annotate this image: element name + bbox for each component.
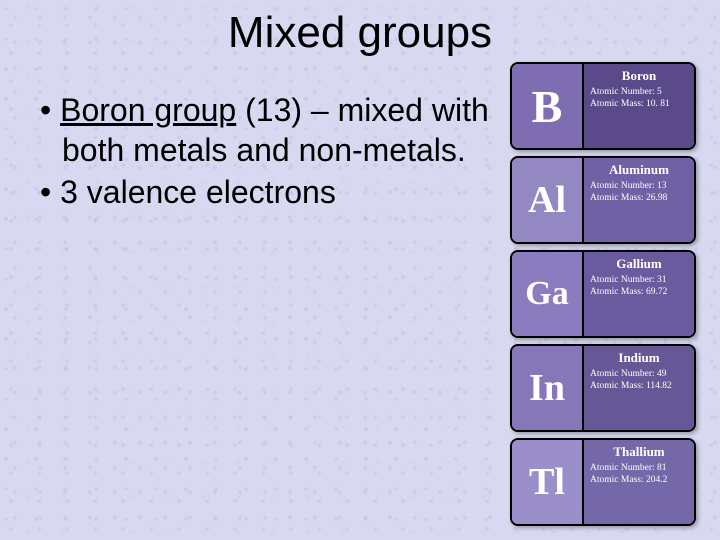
- slide-title: Mixed groups: [0, 0, 720, 58]
- atomic-number-line: Atomic Number: 31: [590, 274, 688, 286]
- element-card-ga: Ga Gallium Atomic Number: 31Atomic Mass: 6…: [510, 250, 696, 338]
- element-name: Indium: [590, 350, 688, 366]
- element-card-b: B Boron Atomic Number: 5Atomic Mass: 10. 8…: [510, 62, 696, 150]
- bullet-2-rest: 3 valence electrons: [60, 174, 336, 210]
- bullet-1: • Boron group (13) – mixed with both met…: [40, 90, 500, 170]
- element-info: Thallium Atomic Number: 81Atomic Mass: 20…: [584, 440, 694, 524]
- element-symbol: In: [512, 346, 584, 430]
- atomic-number-line: Atomic Number: 49: [590, 368, 688, 380]
- atomic-mass-line: Atomic Mass: 204.2: [590, 474, 688, 486]
- element-symbol: Al: [512, 158, 584, 242]
- element-symbol: Ga: [512, 252, 584, 336]
- element-card-al: Al Aluminum Atomic Number: 13Atomic Mass: …: [510, 156, 696, 244]
- element-info: Indium Atomic Number: 49Atomic Mass: 114.…: [584, 346, 694, 430]
- slide-body: • Boron group (13) – mixed with both met…: [40, 90, 500, 214]
- element-symbol: B: [512, 64, 584, 148]
- atomic-mass-line: Atomic Mass: 10. 81: [590, 98, 688, 110]
- atomic-number-line: Atomic Number: 13: [590, 180, 688, 192]
- atomic-number-line: Atomic Number: 5: [590, 86, 688, 98]
- bullet-2: • 3 valence electrons: [40, 172, 500, 212]
- element-symbol: Tl: [512, 440, 584, 524]
- element-name: Thallium: [590, 444, 688, 460]
- element-name: Gallium: [590, 256, 688, 272]
- element-info: Boron Atomic Number: 5Atomic Mass: 10. 81: [584, 64, 694, 148]
- atomic-number-line: Atomic Number: 81: [590, 462, 688, 474]
- atomic-mass-line: Atomic Mass: 114.82: [590, 380, 688, 392]
- bullet-2-prefix: •: [40, 174, 60, 210]
- element-info: Aluminum Atomic Number: 13Atomic Mass: 26…: [584, 158, 694, 242]
- bullet-1-underlined: Boron group: [60, 92, 236, 128]
- atomic-mass-line: Atomic Mass: 69.72: [590, 286, 688, 298]
- element-info: Gallium Atomic Number: 31Atomic Mass: 69.…: [584, 252, 694, 336]
- element-card-in: In Indium Atomic Number: 49Atomic Mass: 11…: [510, 344, 696, 432]
- element-name: Aluminum: [590, 162, 688, 178]
- element-card-tl: Tl Thallium Atomic Number: 81Atomic Mass: …: [510, 438, 696, 526]
- element-name: Boron: [590, 68, 688, 84]
- bullet-1-prefix: •: [40, 92, 60, 128]
- element-cards: B Boron Atomic Number: 5Atomic Mass: 10. 8…: [510, 62, 696, 526]
- atomic-mass-line: Atomic Mass: 26.98: [590, 192, 688, 204]
